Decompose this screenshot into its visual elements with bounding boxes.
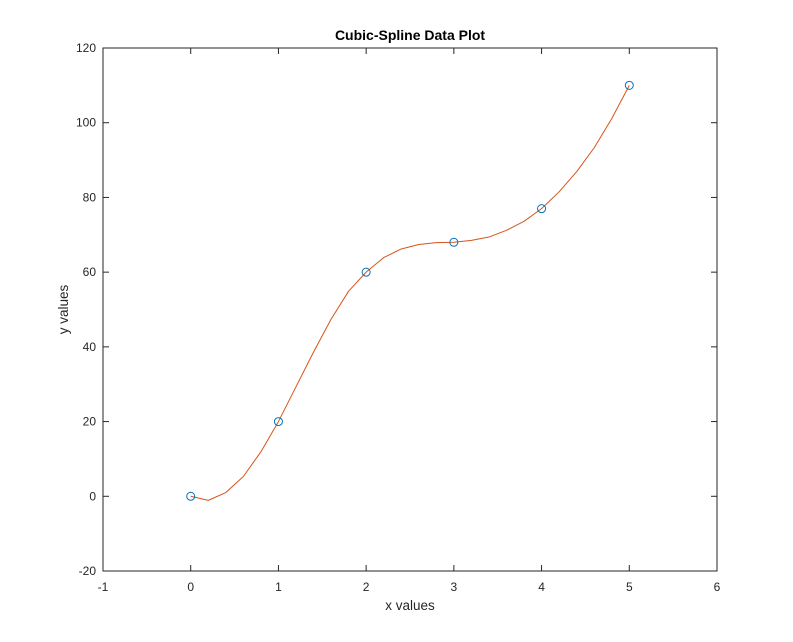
x-tick-label: 6	[714, 580, 721, 594]
y-tick-label: 80	[83, 190, 97, 204]
chart-title: Cubic-Spline Data Plot	[335, 27, 485, 43]
y-tick-label: 120	[76, 41, 96, 55]
data-point-marker	[361, 267, 371, 277]
y-tick-label: 100	[76, 116, 96, 130]
x-tick-label: -1	[98, 580, 109, 594]
y-tick-label: -20	[79, 564, 97, 578]
data-point-marker	[186, 491, 196, 501]
data-point-marker	[624, 80, 634, 90]
data-point-marker	[449, 237, 459, 247]
y-tick-label: 20	[83, 415, 97, 429]
x-axis-label: x values	[385, 598, 435, 613]
x-tick-label: 2	[363, 580, 370, 594]
tick-layer: -1 0 1 2 3 4 5 6 -20 0 20 40 60 80 100 120	[76, 41, 721, 594]
x-tick-label: 4	[538, 580, 545, 594]
x-tick-label: 1	[275, 580, 282, 594]
x-tick-label: 0	[187, 580, 194, 594]
spline-curve-line	[190, 85, 630, 501]
y-tick-label: 0	[89, 489, 96, 503]
data-point-marker	[273, 417, 283, 427]
series-layer	[186, 80, 634, 501]
y-tick-label: 60	[83, 265, 97, 279]
plot-area-box	[102, 47, 718, 572]
data-point-marker	[537, 204, 547, 214]
x-tick-label: 3	[451, 580, 458, 594]
x-tick-label: 5	[626, 580, 633, 594]
y-axis-label: y values	[56, 284, 71, 334]
y-tick-label: 40	[83, 340, 97, 354]
